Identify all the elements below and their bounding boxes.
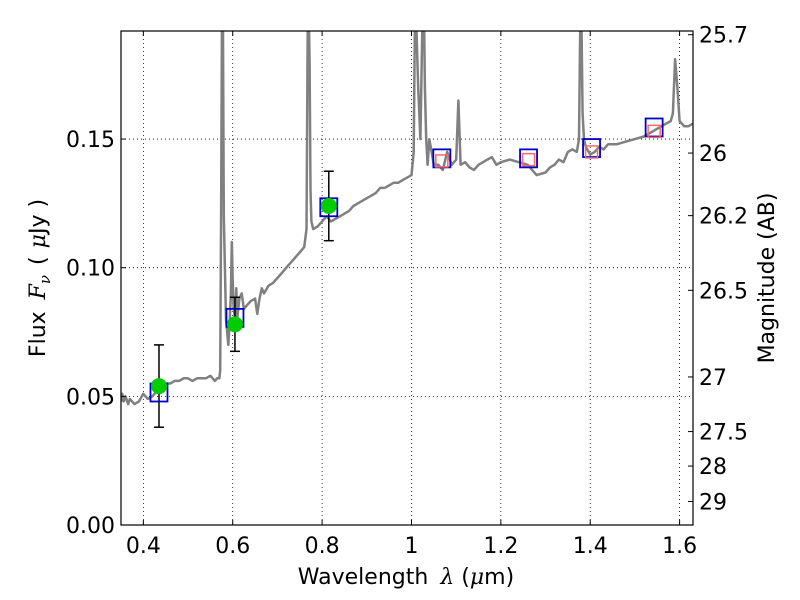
model-flux-box <box>644 117 664 138</box>
y2-tick-label: 29 <box>699 491 727 516</box>
y2-tick-label: 28 <box>699 455 727 480</box>
x-axis-title: Wavelength λ (μm) <box>298 565 514 590</box>
axis-ticks: 0.4 0.6 0.8 1 1.2 1.4 1.6 0.00 0.05 0.10 0.15 25.7 2… <box>66 24 748 559</box>
observed-point <box>226 316 243 333</box>
y2-tick-label: 27 <box>699 366 727 391</box>
y-axis-unit-rest: Jy ) <box>26 199 51 236</box>
x-tick-label: 1.2 <box>483 534 518 559</box>
x-tick-label: 0.4 <box>126 534 161 559</box>
plot-area <box>121 31 693 428</box>
y-tick-label: 0.05 <box>66 385 115 410</box>
y2-tick-label: 25.7 <box>699 24 748 49</box>
y2-axis-title: Magnitude (AB) <box>755 193 780 364</box>
x-tick-label: 0.8 <box>305 534 340 559</box>
model-flux-box <box>582 138 601 158</box>
y-tick-label: 0.10 <box>66 257 115 282</box>
plot-frame <box>120 30 694 526</box>
x-axis-unit-open: ( <box>461 565 470 590</box>
x-axis-symbol: λ <box>439 565 454 590</box>
model-point-marker <box>521 152 536 167</box>
y-axis-title: Flux Fν ( μJy ) <box>26 199 54 357</box>
x-tick-label: 1.4 <box>573 534 608 559</box>
x-tick-label: 1 <box>404 534 418 559</box>
model-point-marker <box>584 145 599 159</box>
y-axis-title-text: Flux <box>26 311 51 357</box>
y-tick-label: 0.15 <box>66 128 115 153</box>
y2-tick-label: 26.5 <box>699 279 748 304</box>
y-axis-symbol: F <box>26 283 51 300</box>
y2-tick-label: 26 <box>699 142 727 167</box>
gridlines <box>121 31 693 526</box>
x-tick-label: 1.6 <box>662 534 697 559</box>
x-axis-title-text: Wavelength <box>298 565 429 590</box>
observed-point <box>150 378 167 395</box>
x-tick-label: 0.6 <box>215 534 250 559</box>
model-flux-box <box>519 148 538 169</box>
spectrum-line <box>121 31 693 406</box>
observed-point <box>320 197 337 214</box>
x-axis-unit-mu: μ <box>470 565 484 590</box>
y-axis-unit-mu: μ <box>26 234 51 248</box>
y-tick-label: 0.00 <box>66 514 115 539</box>
y-axis-unit-open: ( <box>26 256 51 265</box>
y2-tick-label: 27.5 <box>699 421 748 446</box>
model-point-marker <box>435 154 449 168</box>
model-point-marker <box>647 124 661 139</box>
y2-tick-label: 26.2 <box>699 205 748 230</box>
x-axis-unit-rest: m) <box>484 565 514 590</box>
y-axis-symbol-sub: ν <box>36 275 54 284</box>
